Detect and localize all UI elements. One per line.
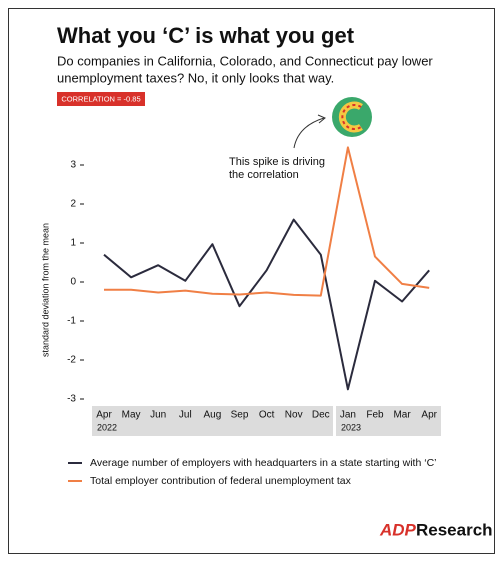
x-tick-label: Apr — [96, 410, 112, 421]
annotation: the correlation — [229, 169, 299, 181]
x-band — [336, 406, 441, 436]
annotation-arrow — [293, 117, 325, 149]
x-tick-label: Dec — [312, 410, 330, 421]
arrow-head — [317, 114, 326, 124]
x-tick-label: Apr — [421, 410, 437, 421]
x-tick-label: Aug — [204, 410, 222, 421]
logo: ADP — [379, 520, 417, 539]
legend-label: Total employer contribution of federal u… — [90, 475, 352, 487]
frame — [8, 8, 495, 554]
x-tick-label: Jan — [340, 410, 356, 421]
x-tick-label: Jul — [179, 410, 192, 421]
year-label: 2023 — [341, 422, 361, 432]
y-tick-label: -2 — [67, 355, 76, 366]
y-tick-label: -3 — [67, 394, 76, 405]
x-tick-label: Oct — [259, 410, 275, 421]
y-tick-label: 2 — [70, 199, 76, 210]
x-band — [92, 406, 333, 436]
series-line — [103, 218, 430, 391]
subtitle: Do companies in California, Colorado, an… — [57, 53, 433, 68]
x-tick-label: Nov — [285, 410, 303, 421]
y-tick-label: -1 — [67, 316, 76, 327]
y-axis-label: standard deviation from the mean — [40, 223, 50, 357]
annotation: This spike is driving — [229, 156, 325, 168]
logo-text: Research — [416, 520, 493, 539]
subtitle: unemployment taxes? No, it only looks th… — [57, 70, 334, 85]
icon-c-pattern — [341, 104, 362, 130]
badge: CORRELATION = -0.85 — [61, 94, 140, 103]
x-tick-label: Feb — [366, 410, 384, 421]
x-tick-label: Jun — [150, 410, 166, 421]
series-line — [104, 146, 430, 297]
y-tick-label: 3 — [70, 160, 76, 171]
badge-bg — [57, 92, 145, 106]
icon — [332, 97, 372, 137]
chart-title: What you ‘C’ is what you get — [57, 23, 355, 48]
x-tick-label: Sep — [231, 410, 249, 421]
legend-label: Average number of employers with headqua… — [90, 457, 436, 469]
year-label: 2022 — [97, 422, 117, 432]
y-tick-label: 1 — [70, 238, 76, 249]
y-tick-label: 0 — [70, 277, 76, 288]
x-tick-label: May — [122, 410, 141, 421]
x-tick-label: Mar — [393, 410, 411, 421]
